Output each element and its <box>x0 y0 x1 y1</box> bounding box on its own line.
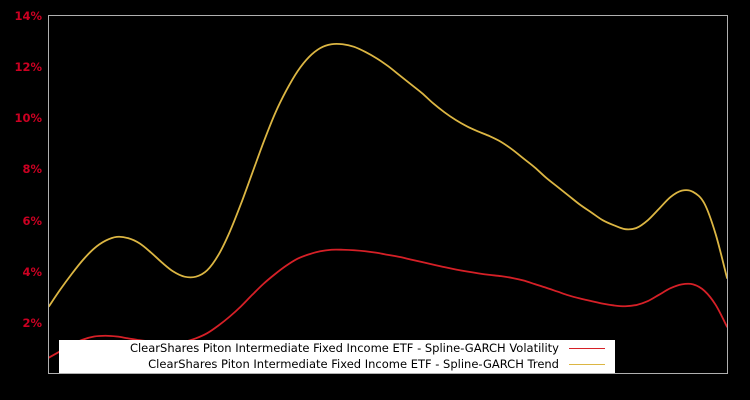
legend-label-trend: ClearShares Piton Intermediate Fixed Inc… <box>148 357 559 371</box>
y-axis-tick-labels: 14% 12% 10% 8% 6% 4% 2% <box>0 0 42 400</box>
y-tick-label-10: 10% <box>14 111 42 125</box>
y-tick-label-2: 2% <box>22 316 42 330</box>
series-lines <box>49 42 727 359</box>
legend-swatch-volatility <box>569 348 605 349</box>
legend-label-volatility: ClearShares Piton Intermediate Fixed Inc… <box>129 341 559 355</box>
line-spline-garch-trend <box>49 42 727 308</box>
chart-legend: ClearShares Piton Intermediate Fixed Inc… <box>59 340 615 373</box>
legend-entry-trend: ClearShares Piton Intermediate Fixed Inc… <box>59 357 615 373</box>
legend-entry-volatility: ClearShares Piton Intermediate Fixed Inc… <box>59 341 615 357</box>
y-tick-label-6: 6% <box>22 214 42 228</box>
y-tick-label-4: 4% <box>22 265 42 279</box>
legend-swatch-trend <box>569 364 605 365</box>
y-tick-label-12: 12% <box>14 60 42 74</box>
plot-area <box>48 15 728 374</box>
y-tick-label-8: 8% <box>22 162 42 176</box>
y-tick-label-14: 14% <box>14 9 42 23</box>
